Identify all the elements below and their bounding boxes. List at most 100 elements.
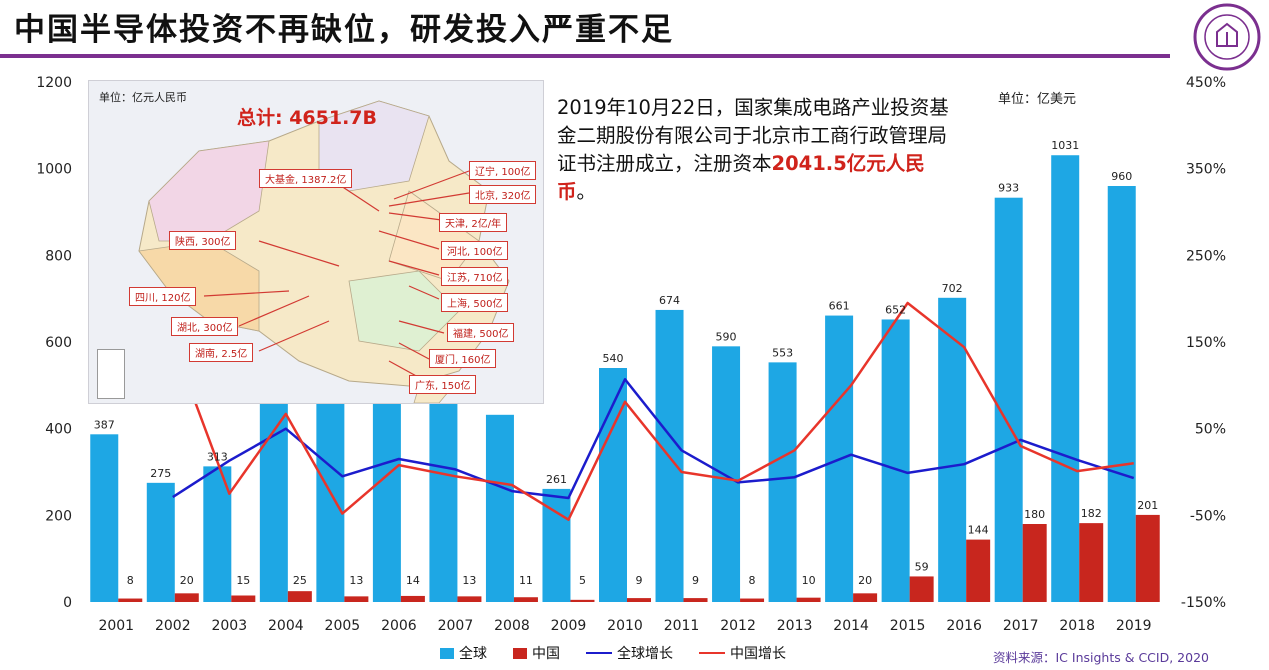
bar-china	[231, 595, 256, 602]
legend-label-china-growth: 中国增长	[730, 646, 786, 662]
bar-global-label: 1031	[1051, 139, 1079, 152]
bar-global-label: 313	[207, 450, 228, 463]
x-tick: 2005	[325, 618, 361, 634]
bar-china	[513, 597, 538, 602]
y-right-axis: -150% -50% 50% 150% 250% 350% 450%	[1181, 75, 1226, 611]
bar-china	[1135, 514, 1160, 602]
bar-china	[400, 595, 425, 602]
growth-lines	[171, 301, 1135, 521]
legend-swatch-china-growth	[699, 652, 725, 654]
bar-china	[1079, 523, 1104, 602]
legend-label-global: 全球	[459, 646, 487, 662]
map-label-sichuan: 四川, 120亿	[129, 287, 197, 306]
bar-china-label: 8	[127, 574, 134, 587]
y-right-tick: -150%	[1181, 595, 1226, 611]
bar-global	[372, 402, 401, 602]
legend-label-global-growth: 全球增长	[617, 646, 673, 662]
bar-china-label: 13	[349, 574, 363, 587]
x-tick: 2003	[211, 618, 247, 634]
bar-china	[1022, 524, 1047, 602]
annotation-body: 2019年10月22日，国家集成电路产业投资基金二期股份有限公司于北京市工商行政…	[557, 96, 949, 175]
legend-item-global-growth: 全球增长	[586, 643, 673, 663]
x-tick: 2014	[833, 618, 869, 634]
map-label-shaanxi: 陕西, 300亿	[169, 231, 237, 250]
bar-china	[344, 596, 369, 602]
bar-china	[740, 598, 765, 602]
y-right-tick: 150%	[1186, 335, 1226, 351]
bar-global	[768, 362, 797, 602]
y-left-tick: 200	[45, 508, 72, 524]
bar-global	[994, 197, 1023, 602]
investment-map-panel: 单位：亿元人民币 总计: 4651.7B 大基金, 1387.2亿 辽宁, 10…	[88, 80, 544, 404]
map-label-xiamen: 厦门, 160亿	[429, 349, 497, 368]
bar-china-label: 9	[636, 574, 643, 587]
x-tick: 2017	[1003, 618, 1039, 634]
bar-global-label: 387	[94, 418, 115, 431]
bar-global-label: 590	[716, 330, 737, 343]
bar-china-label: 59	[915, 560, 929, 573]
bar-global-label: 275	[150, 467, 171, 480]
bar-china-label: 11	[519, 574, 533, 587]
map-label-liaoning: 辽宁, 100亿	[469, 161, 537, 180]
bar-global	[90, 434, 119, 602]
y-left-axis: 0 200 400 600 800 1000 1200	[36, 75, 72, 611]
bar-china-label: 9	[692, 574, 699, 587]
legend-swatch-china	[513, 647, 527, 659]
bar-china-label: 14	[406, 574, 420, 587]
bar-data-labels: 387 275 313 261 540 674 590 553 661 652 702 933 1031…	[94, 139, 1158, 587]
map-label-jiangsu: 江苏, 710亿	[441, 267, 509, 286]
legend-item-china-growth: 中国增长	[699, 643, 786, 663]
bar-global-label: 652	[885, 303, 906, 316]
bar-china	[966, 539, 991, 602]
x-axis: 2001 2002 2003 2004 2005 2006 2007 2008 2009 2010…	[98, 618, 1151, 634]
bar-china	[457, 596, 482, 602]
china-map-image	[89, 81, 543, 403]
global-growth-line	[172, 378, 1135, 500]
map-unit-label: 单位：亿元人民币	[99, 91, 187, 104]
bar-global-label: 661	[829, 300, 850, 313]
map-label-hebei: 河北, 100亿	[441, 241, 509, 260]
x-tick: 2002	[155, 618, 191, 634]
legend-swatch-global	[440, 647, 454, 659]
bar-china-label: 180	[1024, 508, 1045, 521]
bar-global-label: 960	[1111, 170, 1132, 183]
bar-china-label: 5	[579, 574, 586, 587]
bar-china	[570, 599, 595, 602]
legend-label-china: 中国	[532, 646, 560, 662]
bar-china	[287, 591, 312, 602]
x-tick: 2010	[607, 618, 643, 634]
map-label-guangdong: 广东, 150亿	[409, 375, 477, 394]
bar-china	[118, 598, 143, 602]
bar-china-label: 144	[968, 524, 989, 537]
y-left-tick: 1200	[36, 75, 72, 91]
x-tick: 2007	[438, 618, 474, 634]
bar-china-label: 20	[858, 574, 872, 587]
y-right-tick: 250%	[1186, 248, 1226, 264]
x-tick: 2013	[777, 618, 813, 634]
unit-right-label: 单位：亿美元	[998, 92, 1077, 107]
bar-china	[909, 576, 934, 602]
legend-item-china: 中国	[513, 643, 560, 663]
slide-title: 中国半导体投资不再缺位，研发投入严重不足	[14, 12, 674, 48]
chart-legend: 全球 中国 全球增长 中国增长	[440, 643, 812, 663]
bar-china-label: 182	[1081, 507, 1102, 520]
bar-global	[146, 482, 175, 602]
bar-global	[881, 319, 910, 602]
y-right-tick: -50%	[1190, 508, 1226, 524]
y-right-tick: 350%	[1186, 162, 1226, 178]
map-label-dajijin: 大基金, 1387.2亿	[259, 169, 353, 188]
annotation-end: 。	[576, 180, 597, 203]
x-tick: 2006	[381, 618, 417, 634]
china-growth-line	[171, 301, 1134, 521]
y-left-tick: 1000	[36, 162, 72, 178]
bar-china-label: 13	[462, 574, 476, 587]
y-left-tick: 400	[45, 422, 72, 438]
x-tick: 2015	[890, 618, 926, 634]
bar-global-label: 933	[998, 182, 1019, 195]
y-right-tick: 50%	[1195, 422, 1226, 438]
y-right-tick: 450%	[1186, 75, 1226, 91]
x-tick: 2004	[268, 618, 304, 634]
map-total-label: 总计: 4651.7B	[237, 107, 378, 129]
annotation-text: 2019年10月22日，国家集成电路产业投资基金二期股份有限公司于北京市工商行政…	[557, 94, 952, 206]
map-label-tianjin: 天津, 2亿/年	[439, 213, 508, 232]
